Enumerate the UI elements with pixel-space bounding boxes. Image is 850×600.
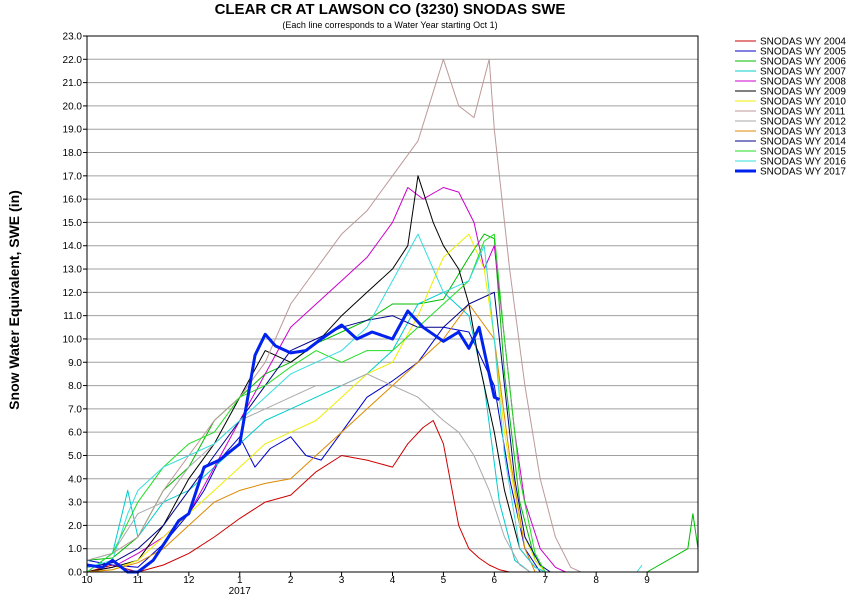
series-line-snodas-wy-2004 xyxy=(86,420,520,573)
x-tick-label: 5 xyxy=(441,575,447,586)
chart-subtitle: (Each line corresponds to a Water Year s… xyxy=(282,20,498,30)
series-layer xyxy=(86,58,699,574)
series-line-snodas-wy-2017 xyxy=(86,309,501,574)
series-line-snodas-wy-2015 xyxy=(86,233,546,573)
y-tick-label: 23.0 xyxy=(63,32,83,43)
legend-label: SNODAS WY 2008 xyxy=(760,77,846,88)
x-tick-label: 3 xyxy=(339,575,345,586)
y-tick-label: 4.0 xyxy=(68,474,82,485)
y-tick-label: 5.0 xyxy=(68,451,82,462)
x-tick-label: 8 xyxy=(593,575,599,586)
y-tick-label: 21.0 xyxy=(63,78,83,89)
y-tick-label: 14.0 xyxy=(63,241,83,252)
x-tick-label: 12 xyxy=(183,575,195,586)
y-axis-ticks: 0.0 1.0 2.0 3.0 4.0 5.0 6.0 7.0 8.0 9.0 10.0 11.0 12… xyxy=(63,32,87,579)
y-tick-label: 11.0 xyxy=(63,311,82,322)
y-tick-label: 10.0 xyxy=(63,334,83,345)
y-tick-label: 9.0 xyxy=(68,358,82,369)
legend-label: SNODAS WY 2009 xyxy=(760,87,846,98)
y-tick-label: 22.0 xyxy=(63,55,83,66)
y-tick-label: 18.0 xyxy=(63,148,83,159)
y-tick-label: 1.0 xyxy=(68,544,82,555)
legend-label: SNODAS WY 2004 xyxy=(760,37,846,48)
legend-label: SNODAS WY 2012 xyxy=(760,117,846,128)
x-tick-label: 11 xyxy=(133,575,144,586)
series-line-snodas-wy-2009 xyxy=(86,175,546,573)
series-line-snodas-wy-2005 xyxy=(86,326,541,573)
y-tick-label: 16.0 xyxy=(63,195,83,206)
x-tick-label: 10 xyxy=(81,575,93,586)
y-tick-label: 13.0 xyxy=(63,265,83,276)
legend-label: SNODAS WY 2017 xyxy=(760,167,846,178)
legend-label: SNODAS WY 2015 xyxy=(760,147,846,158)
y-tick-label: 0.0 xyxy=(68,568,82,579)
y-tick-label: 7.0 xyxy=(68,404,82,415)
x-tick-label: 4 xyxy=(390,575,396,586)
y-tick-label: 15.0 xyxy=(63,218,83,229)
legend-label: SNODAS WY 2014 xyxy=(760,137,846,148)
y-tick-label: 3.0 xyxy=(68,498,82,509)
x-tick-label: 2 xyxy=(288,575,294,586)
legend-label: SNODAS WY 2006 xyxy=(760,57,846,68)
series-line-snodas-wy-2013 xyxy=(86,303,536,573)
x-tick-label: 1 xyxy=(237,575,243,586)
x-tick-label: 7 xyxy=(542,575,548,586)
year-label: 2017 xyxy=(229,586,252,597)
y-tick-label: 2.0 xyxy=(68,521,82,532)
y-tick-label: 19.0 xyxy=(63,125,83,136)
series-line-snodas-wy-2014 xyxy=(86,291,551,573)
y-tick-label: 20.0 xyxy=(63,101,83,112)
y-tick-label: 17.0 xyxy=(63,171,83,182)
legend-label: SNODAS WY 2010 xyxy=(760,97,846,108)
legend-label: SNODAS WY 2011 xyxy=(760,107,846,118)
series-line-snodas-wy-2010 xyxy=(86,233,546,573)
y-tick-label: 6.0 xyxy=(68,428,82,439)
series-line-snodas-wy-2012 xyxy=(86,373,531,573)
series-line-snodas-wy-2008 xyxy=(86,187,566,573)
chart-title: CLEAR CR AT LAWSON CO (3230) SNODAS SWE xyxy=(214,1,566,18)
x-tick-label: 6 xyxy=(492,575,498,586)
legend-label: SNODAS WY 2013 xyxy=(760,127,846,138)
series-line-snodas-wy-2016 xyxy=(86,233,643,573)
x-tick-label: 9 xyxy=(644,575,650,586)
legend-label: SNODAS WY 2007 xyxy=(760,67,846,78)
y-tick-label: 8.0 xyxy=(68,381,82,392)
y-tick-label: 12.0 xyxy=(63,288,83,299)
legend-label: SNODAS WY 2005 xyxy=(760,47,846,58)
legend-label: SNODAS WY 2016 xyxy=(760,157,846,168)
